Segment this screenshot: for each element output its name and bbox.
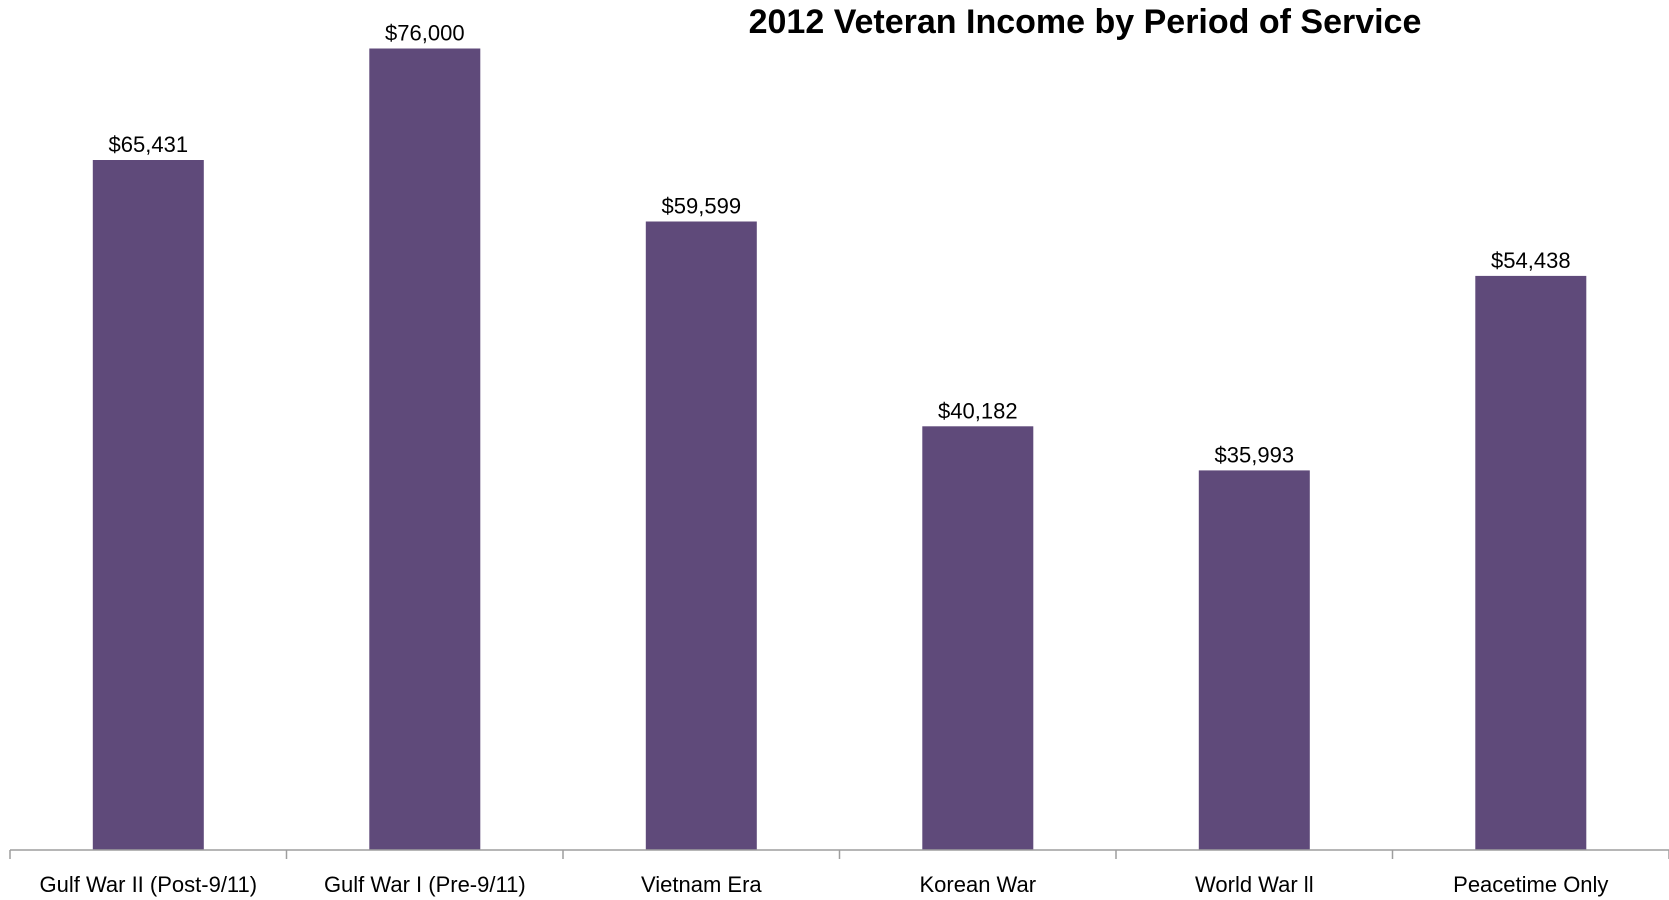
- x-tick-label-0: Gulf War II (Post-9/11): [39, 872, 257, 897]
- chart-title-container: 2012 Veteran Income by Period of Service: [0, 0, 1669, 50]
- bar-2: [645, 221, 757, 850]
- bar-0: [92, 160, 204, 850]
- data-label-4: $35,993: [1215, 442, 1295, 467]
- x-tick-label-5: Peacetime Only: [1453, 872, 1608, 897]
- data-label-1: $76,000: [385, 21, 465, 46]
- bar-3: [922, 426, 1034, 850]
- data-label-5: $54,438: [1491, 248, 1571, 273]
- x-tick-label-2: Vietnam Era: [641, 872, 762, 897]
- data-label-3: $40,182: [938, 398, 1018, 423]
- data-label-0: $65,431: [109, 132, 189, 157]
- bar-4: [1198, 470, 1310, 850]
- x-tick-label-4: World War ll: [1195, 872, 1314, 897]
- bar-1: [369, 48, 481, 850]
- chart-title: 2012 Veteran Income by Period of Service: [748, 3, 1422, 41]
- x-tick-label-3: Korean War: [920, 872, 1037, 897]
- bar-5: [1475, 275, 1587, 850]
- x-tick-label-1: Gulf War I (Pre-9/11): [324, 872, 526, 897]
- data-label-2: $59,599: [662, 194, 742, 219]
